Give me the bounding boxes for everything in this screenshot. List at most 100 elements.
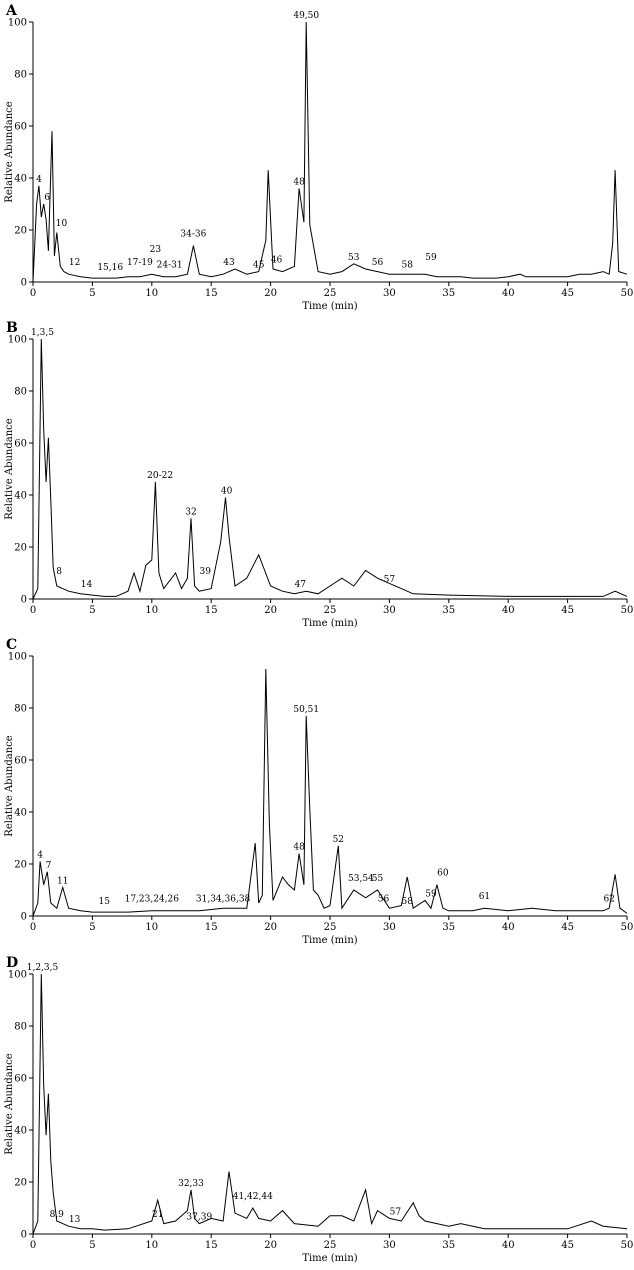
x-tick-label: 40: [502, 288, 515, 299]
x-tick-label: 20: [264, 922, 277, 933]
x-tick-label: 20: [264, 288, 277, 299]
peak-label: 59: [425, 253, 437, 263]
peak-label: 8,9: [50, 1210, 65, 1220]
peak-label: 43: [223, 258, 235, 268]
x-tick-label: 40: [502, 922, 515, 933]
x-tick-label: 10: [145, 1240, 158, 1251]
y-tick-label: 40: [14, 491, 27, 502]
x-tick-label: 15: [205, 1240, 218, 1251]
y-axis-title: Relative Abundance: [4, 101, 15, 202]
x-tick-label: 45: [561, 1240, 574, 1251]
x-tick-label: 0: [30, 1240, 36, 1251]
peak-label: 32: [185, 507, 196, 517]
peak-label: 58: [401, 897, 413, 907]
x-tick-label: 40: [502, 605, 515, 616]
chromatogram-trace: [32, 668, 628, 917]
panel-letter: B: [6, 320, 18, 336]
peak-label: 34-36: [180, 229, 206, 239]
y-tick-label: 0: [21, 1230, 27, 1241]
y-axis-title: Relative Abundance: [4, 735, 15, 836]
peak-label: 10: [56, 219, 68, 229]
y-tick-label: 60: [14, 122, 27, 133]
peak-label: 46: [271, 255, 283, 265]
peak-label: 53: [348, 253, 360, 263]
x-tick-label: 30: [383, 288, 396, 299]
x-tick-label: 45: [561, 288, 574, 299]
y-tick-label: 0: [21, 912, 27, 923]
peak-label: 13: [69, 1215, 81, 1225]
x-axis-title: Time (min): [302, 618, 357, 629]
panel-letter: C: [6, 637, 17, 653]
x-tick-label: 0: [30, 288, 36, 299]
peak-label: 23: [150, 245, 162, 255]
peak-label: 60: [437, 869, 449, 879]
x-tick-label: 0: [30, 605, 36, 616]
peak-label: 45: [253, 261, 265, 271]
y-axis-title: Relative Abundance: [4, 1053, 15, 1154]
x-tick-label: 5: [89, 922, 95, 933]
peak-label: 20-22: [147, 471, 173, 481]
x-tick-label: 0: [30, 922, 36, 933]
chromatogram-trace: [32, 973, 628, 1235]
x-tick-label: 25: [324, 605, 337, 616]
peak-label: 31,34,36,38: [196, 895, 251, 905]
peak-label: 39: [200, 567, 212, 577]
x-tick-label: 10: [145, 288, 158, 299]
y-tick-label: 100: [8, 652, 27, 663]
x-tick-label: 50: [621, 288, 634, 299]
x-tick-label: 15: [205, 288, 218, 299]
peak-label: 8: [56, 567, 62, 577]
x-tick-label: 5: [89, 288, 95, 299]
peak-label: 17,23,24,26: [125, 895, 180, 905]
y-tick-label: 60: [14, 439, 27, 450]
peak-label: 53,54: [348, 874, 374, 884]
x-tick-label: 25: [324, 288, 337, 299]
peak-label: 56: [372, 258, 384, 268]
y-tick-label: 40: [14, 1126, 27, 1137]
y-tick-label: 40: [14, 174, 27, 185]
x-tick-label: 5: [89, 605, 95, 616]
y-tick-label: 80: [14, 704, 27, 715]
chromatogram-trace: [32, 338, 628, 600]
peak-label: 57: [384, 575, 396, 585]
peak-label: 24-31: [157, 261, 183, 271]
y-tick-label: 0: [21, 278, 27, 289]
chromatogram-trace: [32, 21, 628, 283]
x-tick-label: 30: [383, 922, 396, 933]
y-tick-label: 100: [8, 18, 27, 29]
peak-label: 56: [378, 895, 390, 905]
peak-label: 4: [37, 850, 43, 860]
peak-label: 57: [390, 1207, 402, 1217]
x-tick-label: 35: [442, 1240, 455, 1251]
peak-label: 6: [44, 193, 50, 203]
x-tick-label: 50: [621, 922, 634, 933]
y-tick-label: 40: [14, 808, 27, 819]
y-tick-label: 20: [14, 226, 27, 237]
y-tick-label: 80: [14, 387, 27, 398]
x-tick-label: 30: [383, 605, 396, 616]
peak-label: 37,39: [186, 1213, 212, 1223]
x-tick-label: 45: [561, 605, 574, 616]
peak-label: 15: [99, 897, 111, 907]
peak-label: 52: [333, 835, 344, 845]
peak-label: 47: [295, 580, 307, 590]
peak-label: 17-19: [127, 258, 153, 268]
peak-label: 49,50: [293, 11, 319, 21]
x-tick-label: 50: [621, 1240, 634, 1251]
y-tick-label: 80: [14, 1022, 27, 1033]
peak-label: 1,2,3,5: [27, 963, 59, 973]
peak-label: 32,33: [178, 1179, 204, 1189]
peak-label: 15,16: [97, 263, 123, 273]
x-tick-label: 30: [383, 1240, 396, 1251]
y-tick-label: 20: [14, 1178, 27, 1189]
chromatogram-panel-c: C 0 20 40 60 80 100 0 5 10 15 20 25 30 35 40 45 50 Time (m…: [4, 637, 634, 946]
peak-label: 14: [81, 580, 93, 590]
y-axis-title: Relative Abundance: [4, 418, 15, 519]
x-axis-title: Time (min): [302, 1253, 357, 1264]
peak-label: 21: [152, 1210, 163, 1220]
x-tick-label: 25: [324, 1240, 337, 1251]
peak-label: 48: [293, 843, 305, 853]
x-tick-label: 10: [145, 922, 158, 933]
x-axis-title: Time (min): [302, 301, 357, 312]
x-tick-label: 5: [89, 1240, 95, 1251]
